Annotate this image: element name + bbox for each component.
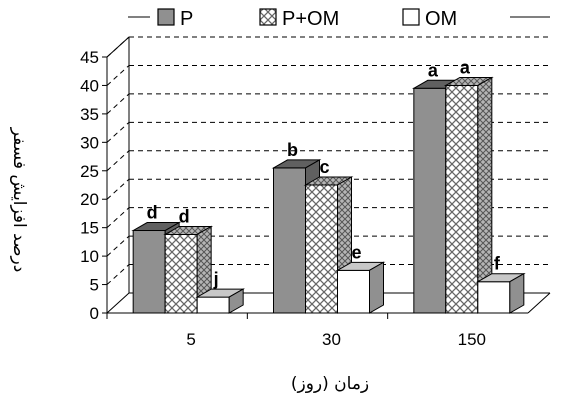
x-axis-title: زمان (روز) [291, 374, 369, 394]
significance-letter: a [460, 57, 471, 77]
legend-box [150, 4, 510, 30]
legend-label: P [180, 8, 193, 30]
y-tick-label: 30 [80, 133, 99, 152]
gridline-side [106, 235, 130, 257]
significance-letter: b [287, 140, 298, 160]
significance-letter: a [428, 60, 439, 80]
bar: a [443, 57, 494, 314]
gridline-side [106, 121, 130, 143]
y-axis-ticks: 0 5 10 15 20 25 30 35 40 45 [80, 48, 107, 323]
bar-front [445, 84, 479, 314]
bar-front [196, 296, 230, 314]
significance-letter: c [319, 157, 329, 177]
y-tick-label: 40 [80, 76, 99, 95]
significance-letter: d [179, 206, 190, 226]
significance-letter: j [213, 269, 219, 289]
bar-side [228, 288, 244, 314]
significance-letter: f [494, 254, 501, 274]
significance-letter: d [147, 203, 158, 223]
bar: d [163, 206, 214, 314]
y-tick-label: 45 [80, 48, 99, 67]
y-tick-label: 20 [80, 190, 99, 209]
x-tick-label: 30 [322, 330, 341, 349]
x-axis-ticks: 5 30 150 [106, 313, 486, 349]
gridline-side [106, 93, 130, 115]
gridline-side [106, 264, 130, 285]
bar-front [132, 230, 166, 314]
bar-front [413, 87, 447, 314]
bar: f [475, 254, 526, 314]
legend-swatch [402, 8, 420, 26]
x-tick-label: 5 [186, 330, 195, 349]
gridline-side [106, 150, 130, 172]
bars: d d j b c e a a f [131, 57, 526, 314]
gridline-side [106, 178, 130, 200]
gridline-side [106, 207, 130, 229]
x-tick-label: 150 [458, 330, 486, 349]
bar: j [195, 269, 246, 314]
y-axis-title: درصد افزایش فسفر [9, 127, 29, 273]
y-tick-label: 15 [80, 219, 99, 238]
bar-side [369, 261, 384, 314]
y-tick-label: 10 [80, 247, 99, 266]
y-tick-label: 25 [80, 162, 99, 181]
gridline-side [106, 36, 130, 58]
y-tick-label: 5 [90, 276, 99, 295]
legend-swatch [259, 8, 277, 26]
bar-front [164, 233, 198, 314]
bar-front [337, 269, 370, 314]
side-wall-bottom-edge [106, 292, 130, 314]
significance-letter: e [351, 242, 361, 262]
gridline-side [106, 65, 130, 86]
legend-swatch [157, 8, 175, 26]
y-tick-label: 35 [80, 105, 99, 124]
y-tick-label: 0 [90, 304, 99, 323]
legend-label: OM [425, 8, 457, 30]
bar: e [335, 242, 386, 314]
bar-front [305, 184, 338, 314]
legend: P P+OM OM [128, 4, 550, 30]
floor-right-edge [527, 292, 551, 314]
bar-front [273, 167, 306, 314]
legend-label: P+OM [282, 8, 339, 30]
bar-front [477, 281, 511, 314]
bar-side [509, 272, 525, 314]
